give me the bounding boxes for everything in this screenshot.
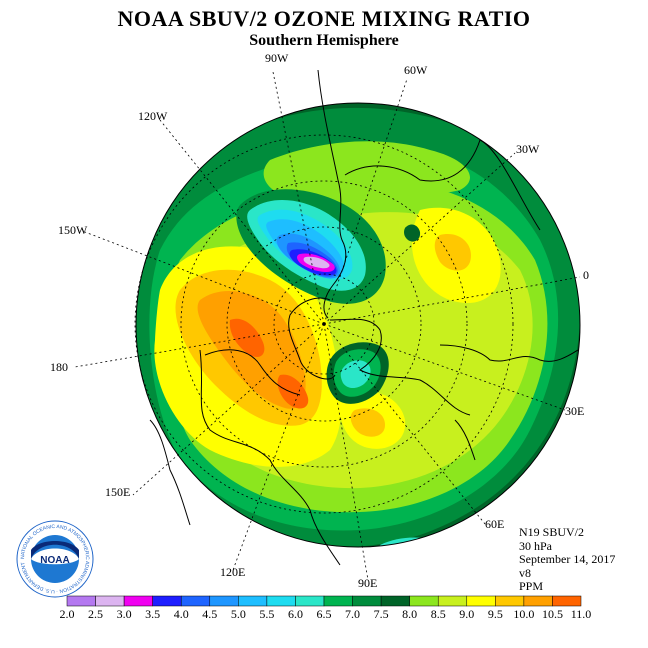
lon-label-90w: 90W	[265, 51, 289, 65]
colorbar-segment	[266, 595, 296, 607]
colorbar-segment	[380, 595, 410, 607]
info-satellite: N19 SBUV/2	[519, 525, 585, 539]
info-date: September 14, 2017	[519, 552, 616, 566]
colorbar-segment	[466, 595, 496, 607]
colorbar-segment	[95, 595, 125, 607]
colorbar-tick-label: 11.0	[570, 607, 592, 621]
lon-label-30e: 30E	[565, 404, 585, 418]
logo-text: NOAA	[40, 555, 69, 566]
colorbar-tick-label: 7.0	[345, 607, 361, 621]
colorbar-segment	[523, 595, 553, 607]
info-version: v8	[519, 565, 531, 580]
colorbar-tick-label: 10.0	[513, 607, 535, 621]
lon-label-150e: 150E	[105, 485, 131, 499]
meridians	[74, 71, 581, 581]
colorbar-tick-label: 3.5	[145, 607, 161, 621]
colorbar-segment	[437, 595, 468, 607]
colorbar-tick-label: 5.0	[230, 607, 246, 621]
lon-label-120e: 120E	[220, 565, 246, 579]
colorbar-tick-label: 6.5	[316, 607, 332, 621]
colorbar-segment	[323, 595, 353, 607]
colorbar-tick-label: 4.5	[202, 607, 218, 621]
coast-africa	[344, 139, 541, 231]
coast-new-zealand	[149, 419, 191, 526]
colorbar-tick-label: 3.0	[116, 607, 132, 621]
coast-south-america	[317, 69, 347, 319]
lon-label-60e: 60E	[485, 517, 505, 531]
field-band-90b	[434, 234, 471, 271]
colorbar-tick-label: 8.0	[402, 607, 418, 621]
lon-label-150w: 150W	[58, 223, 88, 237]
colorbar-segment	[66, 595, 96, 607]
field-band-100b	[277, 374, 309, 409]
coastlines	[149, 69, 579, 566]
colorbar-tick-label: 5.5	[259, 607, 275, 621]
lon-label-90e: 90E	[358, 576, 378, 590]
info-block: N19 SBUV/2 30 hPa September 14, 2017 v8 …	[519, 525, 616, 594]
colorbar-segment	[152, 595, 182, 607]
coast-antarctica-east	[329, 318, 471, 416]
colorbar-tick-label: 9.5	[487, 607, 503, 621]
field-band-100	[229, 318, 265, 358]
colorbar-segment	[123, 595, 153, 607]
colorbar-segment	[238, 595, 268, 607]
lon-label-30w: 30W	[516, 142, 540, 156]
field-band-90c	[350, 408, 385, 437]
info-level: 30 hPa	[519, 538, 552, 553]
colorbar-tick-label: 2.5	[88, 607, 104, 621]
colorbar-segment	[180, 595, 211, 607]
coast-antarctic-peninsula	[288, 297, 336, 380]
colorbar-segment	[352, 595, 382, 607]
colorbar-segment	[295, 595, 325, 607]
colorbar-tick-label: 10.5	[541, 607, 563, 621]
lon-label-0: 0	[583, 268, 589, 282]
colorbar-segment	[495, 595, 525, 607]
colorbar-tick-label: 4.0	[173, 607, 189, 621]
lon-label-60w: 60W	[404, 63, 428, 77]
colorbar-tick-label: 6.0	[287, 607, 303, 621]
coast-madagascar	[454, 419, 476, 461]
field-low-25	[303, 256, 330, 269]
field-band-75b	[263, 141, 470, 201]
colorbar-segment	[552, 595, 582, 607]
chart-title: NOAA SBUV/2 OZONE MIXING RATIO	[117, 6, 531, 31]
colorbar-segment	[409, 595, 439, 607]
lon-label-120w: 120W	[138, 109, 168, 123]
info-units: PPM	[519, 579, 544, 593]
noaa-logo: NATIONAL OCEANIC AND ATMOSPHERIC ADMINIS…	[16, 520, 94, 598]
globe-outline	[135, 102, 581, 548]
colorbar-tick-label: 7.5	[373, 607, 389, 621]
field-blob-small	[404, 224, 421, 242]
colorbar-segment	[209, 595, 239, 607]
colorbar-tick-label: 9.0	[459, 607, 475, 621]
lon-label-180: 180	[50, 360, 68, 374]
coast-antarctica-west	[204, 349, 301, 396]
coast-southern-africa	[439, 344, 579, 362]
colorbar-tick-label: 2.0	[59, 607, 75, 621]
colorbar-tick-label: 8.5	[430, 607, 446, 621]
coast-australia	[199, 349, 341, 566]
chart-subtitle: Southern Hemisphere	[249, 32, 399, 49]
